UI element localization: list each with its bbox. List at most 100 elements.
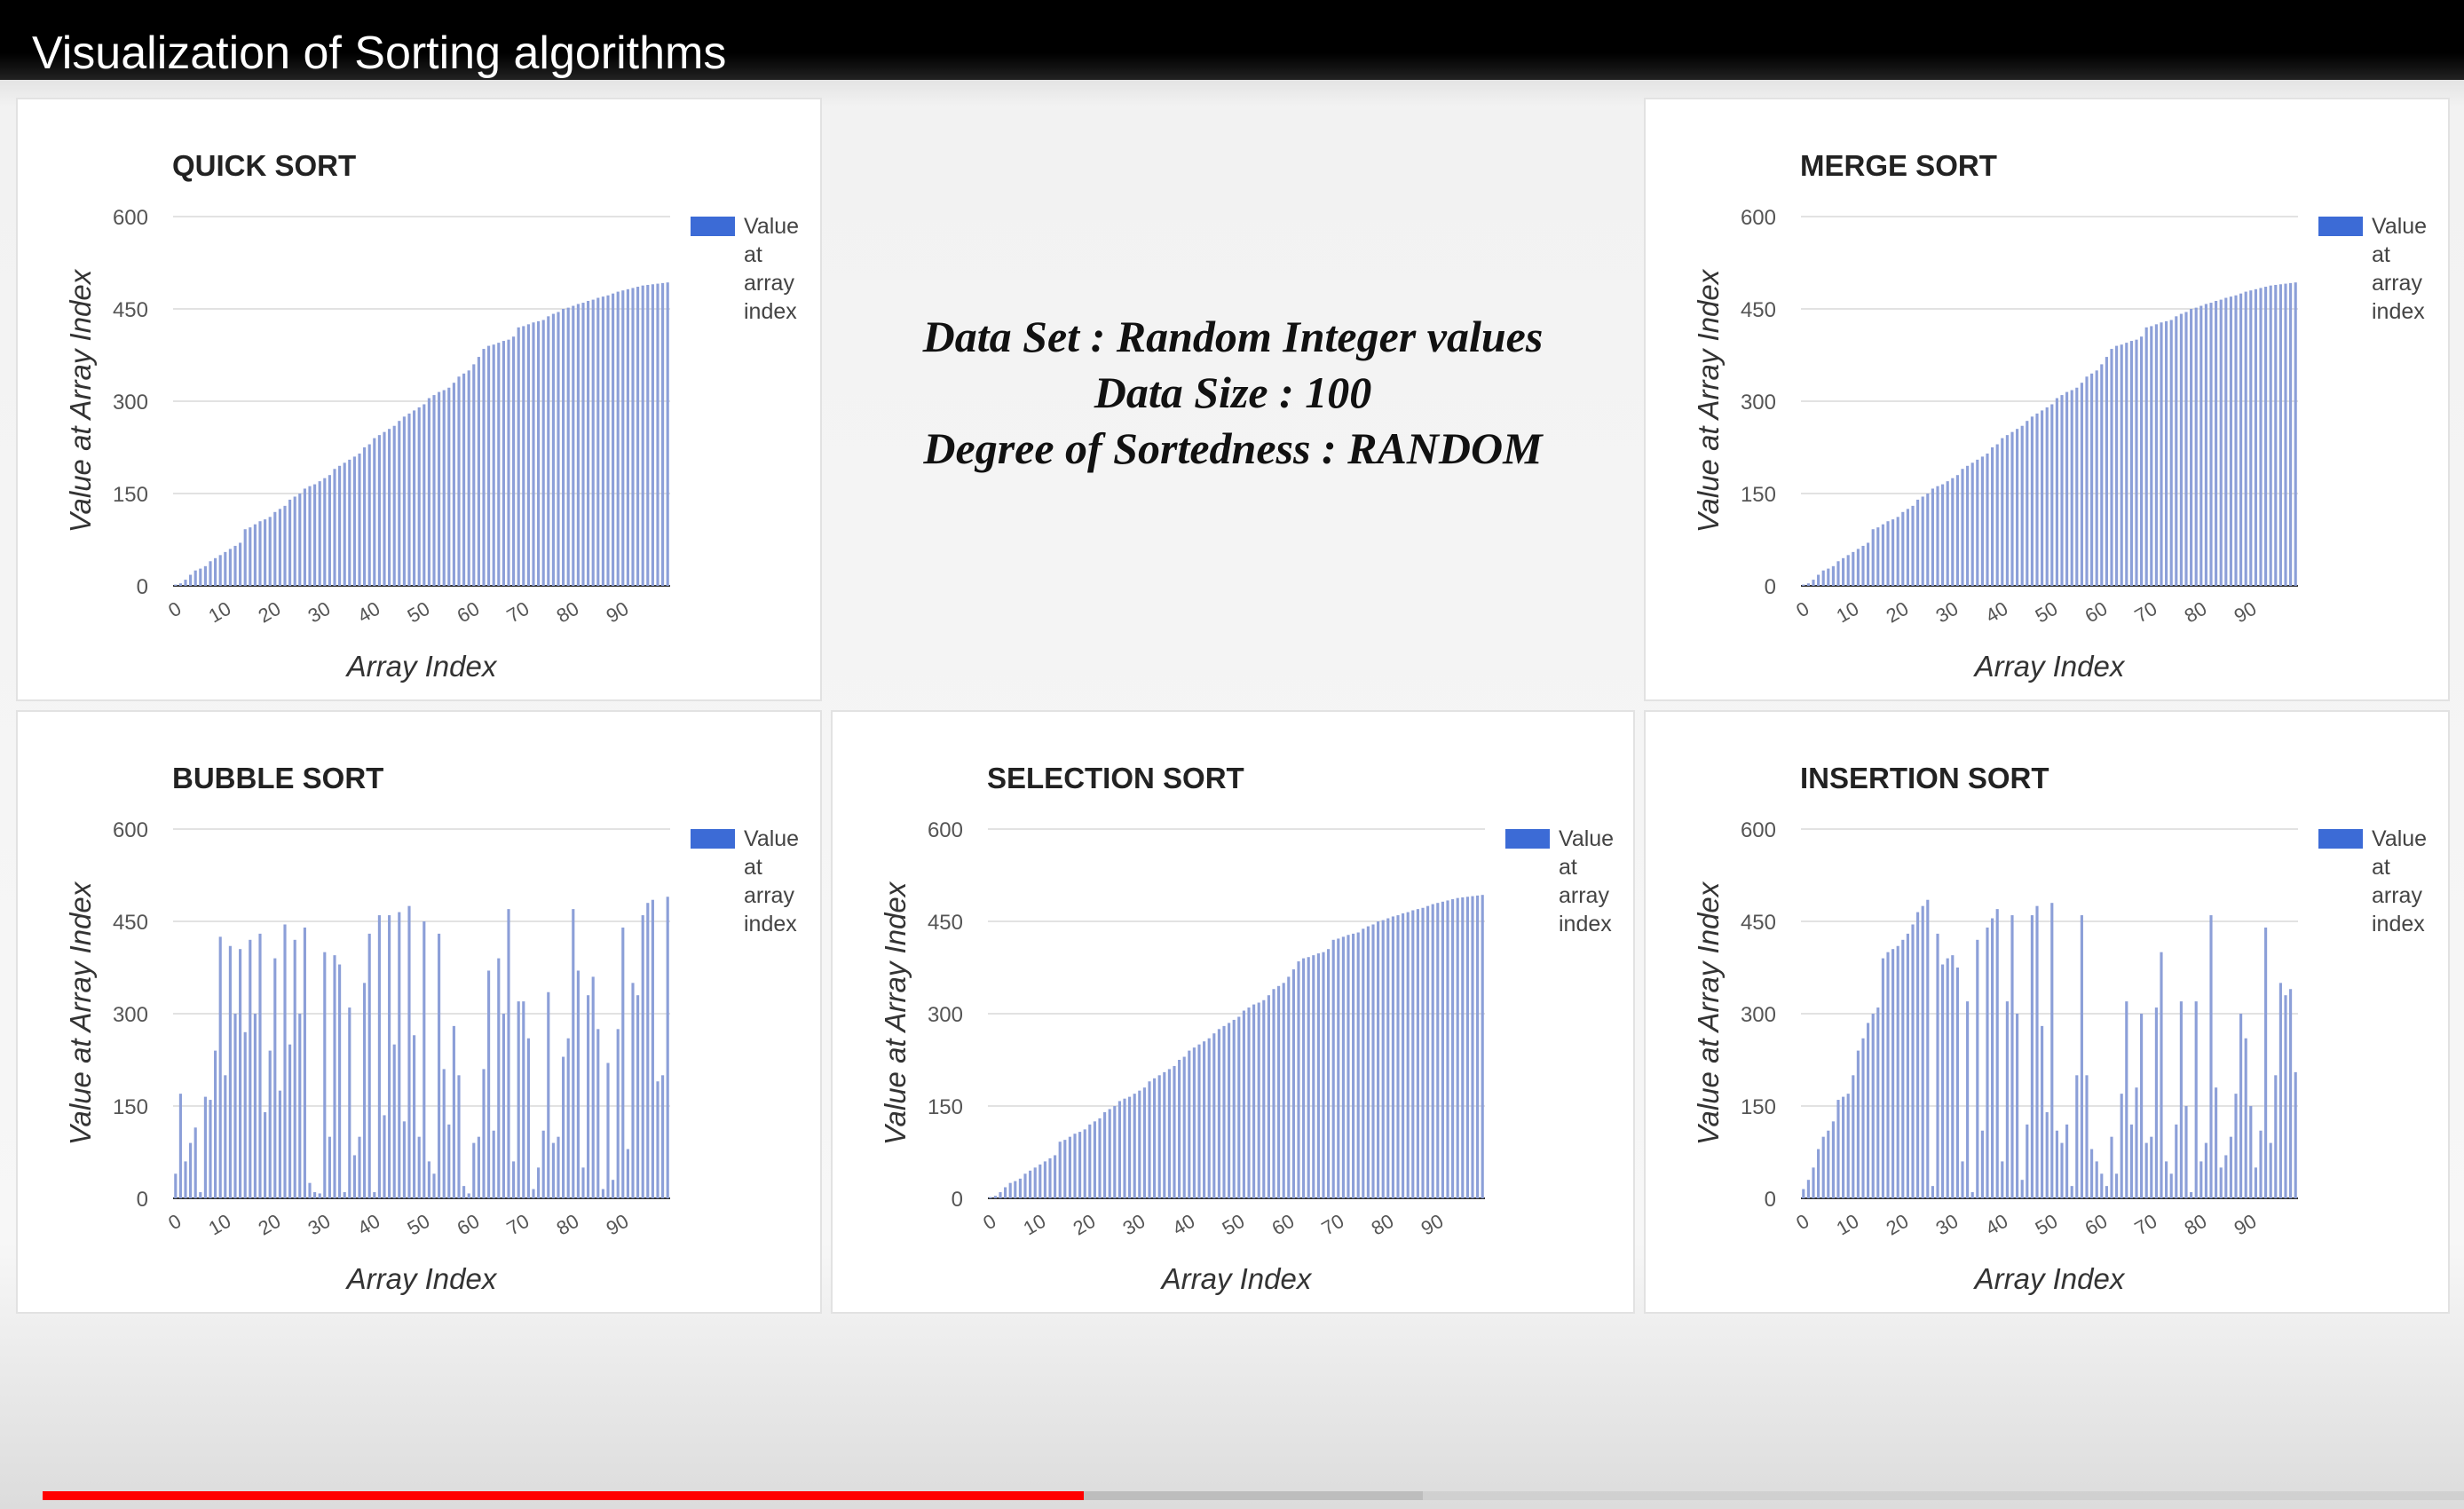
bar xyxy=(482,349,486,586)
y-tick-label: 0 xyxy=(137,575,148,599)
bar xyxy=(2085,1075,2089,1198)
y-tick-label: 0 xyxy=(1765,1188,1776,1212)
x-tick-label: 30 xyxy=(1119,1210,1149,1240)
y-axis-title: Value at Array Index xyxy=(879,881,912,1145)
bar xyxy=(2129,341,2133,586)
chart-svg: QUICK SORT 0 150 300 450 600 0 10 20 30 40 50 60 70 80… xyxy=(64,149,799,683)
y-tick-label: 300 xyxy=(1741,391,1776,415)
bar xyxy=(1356,932,1360,1198)
bar xyxy=(228,945,232,1198)
bar xyxy=(1391,916,1394,1198)
bar xyxy=(2199,1161,2203,1198)
bar xyxy=(457,1075,461,1198)
bar xyxy=(367,444,371,586)
legend-label: Value xyxy=(744,214,799,239)
bar xyxy=(1327,949,1331,1198)
bar xyxy=(2090,1149,2094,1198)
bar xyxy=(218,555,222,586)
bar xyxy=(631,983,635,1198)
bar xyxy=(1836,1100,1840,1198)
bar xyxy=(1921,905,1924,1198)
chart-svg: MERGE SORT 0 150 300 450 600 0 10 20 30 40 50 60 70 80… xyxy=(1692,149,2427,683)
bar xyxy=(2080,915,2083,1198)
bar xyxy=(1426,905,1430,1198)
bar xyxy=(1471,896,1474,1198)
bar xyxy=(313,1192,317,1198)
bar xyxy=(1352,933,1355,1198)
bar xyxy=(2244,1038,2247,1198)
bar xyxy=(1891,949,1895,1198)
bar xyxy=(606,1063,610,1198)
x-tick-label: 70 xyxy=(2131,1210,2161,1240)
bar xyxy=(501,341,505,586)
bar xyxy=(1806,1180,1810,1198)
bar xyxy=(338,465,342,586)
bar xyxy=(1103,1111,1107,1198)
bar xyxy=(2160,952,2163,1198)
x-tick-label: 60 xyxy=(454,1210,484,1240)
bar xyxy=(2041,410,2044,586)
bar xyxy=(661,282,665,586)
bar xyxy=(656,1081,659,1198)
bar xyxy=(323,952,327,1198)
bar xyxy=(273,958,277,1198)
bar xyxy=(442,1069,446,1198)
bar xyxy=(1856,549,1860,586)
bar xyxy=(2209,303,2213,586)
bar xyxy=(2065,391,2069,586)
bar xyxy=(1008,1182,1012,1198)
bar xyxy=(631,288,635,586)
x-tick-label: 20 xyxy=(255,597,285,628)
legend-label: at xyxy=(744,855,762,880)
bar xyxy=(477,357,480,586)
progress-played[interactable] xyxy=(43,1491,1085,1500)
bar xyxy=(333,955,336,1198)
bar xyxy=(1955,968,1959,1198)
bar xyxy=(1812,1167,1815,1198)
bar xyxy=(1812,580,1815,586)
bar xyxy=(666,897,669,1198)
x-tick-label: 90 xyxy=(2231,1210,2261,1240)
bar xyxy=(1846,1094,1850,1198)
bar xyxy=(1018,1178,1022,1198)
chart-title: BUBBLE SORT xyxy=(172,762,383,794)
legend-label: index xyxy=(2372,912,2425,936)
x-tick-label: 40 xyxy=(354,597,384,628)
bar xyxy=(1396,915,1400,1198)
bar xyxy=(189,574,193,586)
bar xyxy=(2100,1173,2104,1198)
bar xyxy=(581,303,585,586)
bar xyxy=(2209,915,2213,1198)
bar xyxy=(1936,933,1939,1198)
bar xyxy=(338,964,342,1198)
x-tick-label: 20 xyxy=(1070,1210,1100,1240)
bar xyxy=(497,343,501,586)
bar xyxy=(1831,1121,1835,1198)
bar xyxy=(2075,1075,2079,1198)
x-tick-label: 90 xyxy=(603,1210,633,1240)
bar xyxy=(2278,983,2282,1198)
legend-label: at xyxy=(2372,855,2390,880)
bar xyxy=(1228,1023,1231,1198)
bar xyxy=(233,1014,237,1198)
y-tick-label: 450 xyxy=(1741,911,1776,935)
y-tick-label: 600 xyxy=(1741,206,1776,230)
bar xyxy=(2179,1001,2183,1198)
bar xyxy=(477,1136,480,1198)
bar xyxy=(557,312,560,586)
video-title[interactable]: Visualization of Sorting algorithms xyxy=(32,28,727,79)
bar xyxy=(472,1142,476,1198)
bar xyxy=(1371,924,1375,1198)
bar xyxy=(303,488,306,586)
bar xyxy=(184,1161,187,1198)
bar xyxy=(283,924,287,1198)
bar xyxy=(1316,953,1320,1198)
bar xyxy=(1936,486,1939,586)
bar xyxy=(2030,915,2034,1198)
bar xyxy=(1911,924,1915,1198)
legend-swatch xyxy=(691,217,735,236)
bar xyxy=(1312,955,1315,1198)
legend-label: at xyxy=(744,242,762,267)
x-tick-label: 10 xyxy=(205,1210,235,1240)
y-tick-label: 450 xyxy=(1741,298,1776,322)
